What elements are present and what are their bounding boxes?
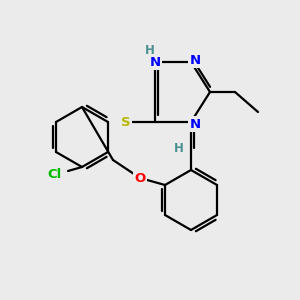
Text: H: H xyxy=(174,142,184,154)
Text: S: S xyxy=(121,116,131,128)
Text: H: H xyxy=(145,44,155,58)
Text: N: N xyxy=(189,118,201,130)
Text: Cl: Cl xyxy=(47,169,61,182)
Text: O: O xyxy=(134,172,146,184)
Text: N: N xyxy=(149,56,161,68)
Text: N: N xyxy=(189,53,201,67)
